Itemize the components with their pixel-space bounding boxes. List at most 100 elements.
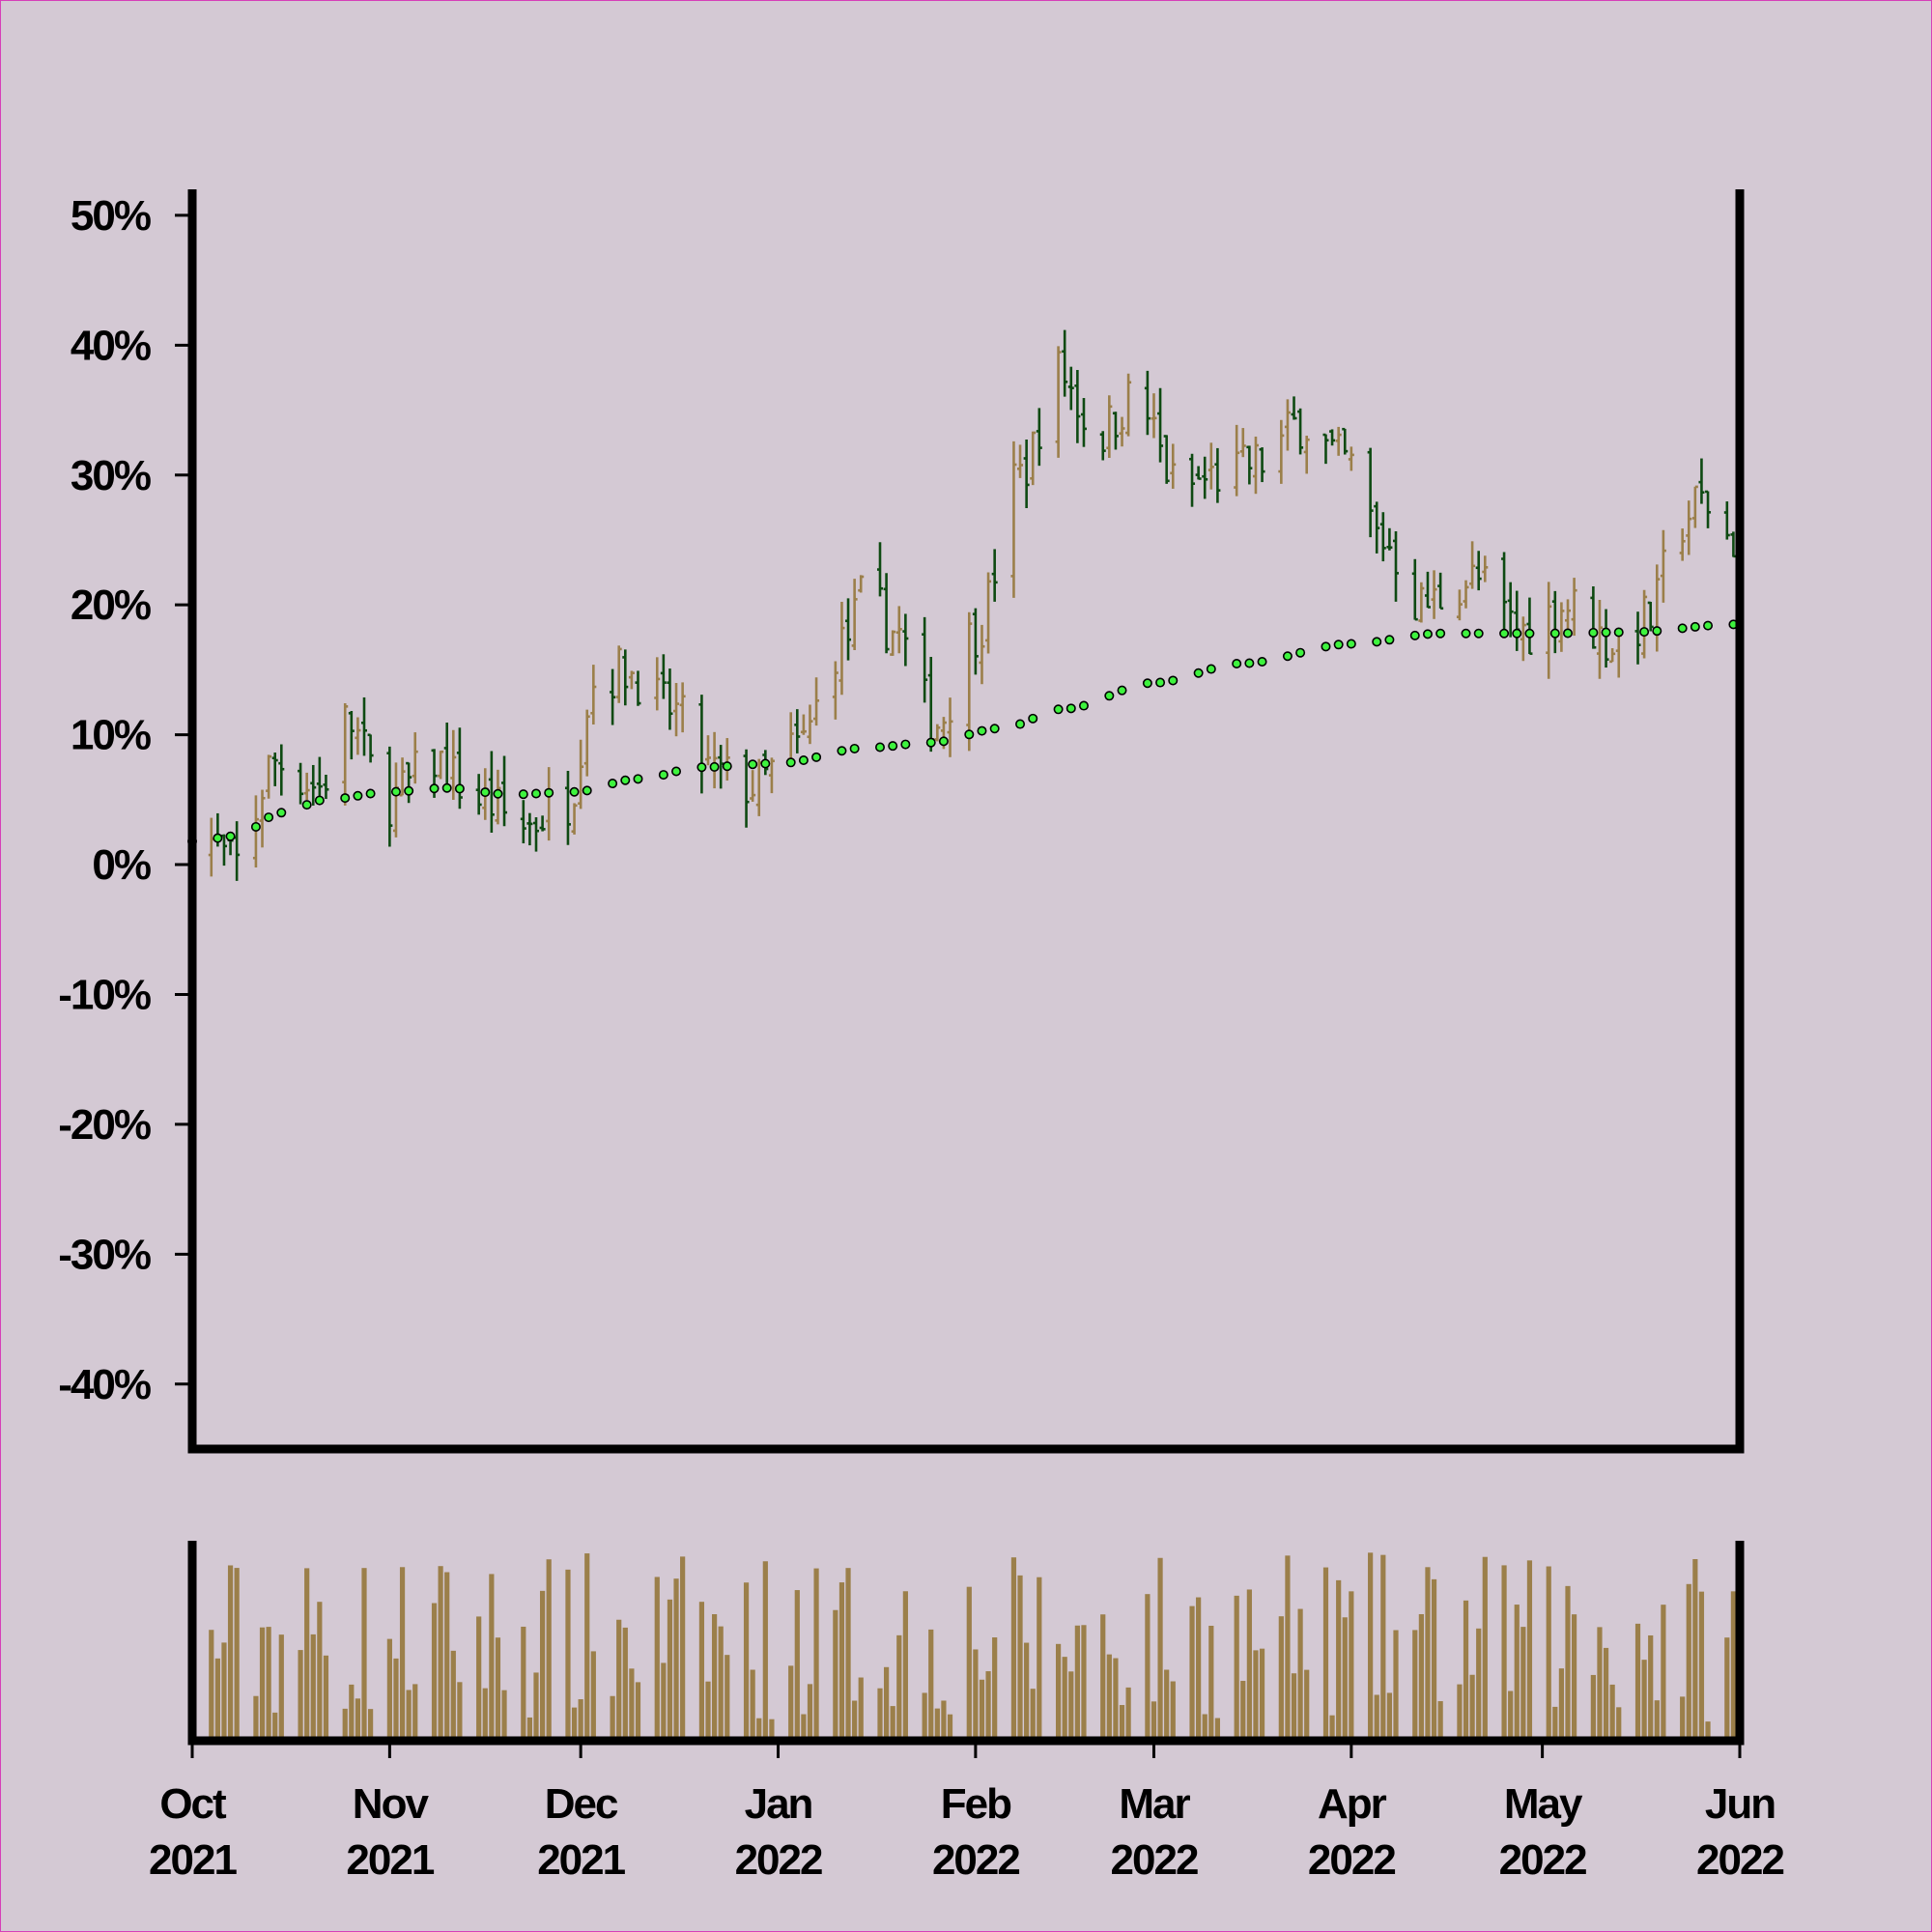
volume-bars (189, 1552, 1737, 1741)
volume-bar (1329, 1715, 1335, 1741)
ohlc-bar (1698, 458, 1705, 504)
trend-point (1155, 677, 1166, 688)
ohlc-bar (1099, 431, 1106, 461)
volume-bar (622, 1627, 628, 1741)
ohlc-bar (794, 709, 801, 753)
ohlc-bar (1342, 427, 1349, 455)
volume-bar (941, 1700, 947, 1741)
ohlc-bar (1723, 501, 1730, 540)
volume-bar (1297, 1608, 1303, 1741)
volume-bar (966, 1586, 972, 1741)
trend-point (1282, 651, 1293, 662)
trend-point (1613, 627, 1624, 638)
ohlc-bar (1546, 582, 1552, 679)
volume-bar (896, 1634, 902, 1741)
trend-point (1461, 628, 1471, 639)
volume-bar (667, 1599, 673, 1741)
trend-point (925, 737, 936, 748)
volume-bar (705, 1681, 711, 1741)
volume-bar (1571, 1614, 1577, 1741)
x-tick-year: 2021 (149, 1836, 237, 1884)
trend-point (709, 761, 720, 772)
ohlc-bar (1691, 485, 1698, 528)
ohlc-bar (1501, 552, 1508, 630)
ohlc-bar (1062, 329, 1068, 397)
ohlc-bar (342, 703, 349, 806)
ohlc-bar (1596, 600, 1603, 679)
trend-point (1053, 704, 1064, 715)
ohlc-bar (895, 606, 902, 654)
trend-point (582, 785, 592, 796)
ohlc-bar (355, 717, 361, 755)
volume-bar (355, 1698, 361, 1741)
volume-bar (234, 1568, 240, 1741)
ohlc-bar (1036, 408, 1042, 467)
x-tick-year: 2022 (1111, 1836, 1198, 1884)
volume-bar (1603, 1647, 1609, 1741)
ohlc-bar (1055, 346, 1062, 458)
ohlc-bar (399, 757, 406, 797)
ohlc-bar (979, 624, 985, 685)
ohlc-bar (546, 767, 553, 841)
trend-point (1499, 628, 1510, 639)
ohlc-bar (1507, 582, 1514, 638)
ohlc-bar (1367, 447, 1374, 538)
volume-bar (1322, 1567, 1329, 1741)
volume-bar (1074, 1625, 1080, 1741)
volume-bar (807, 1684, 813, 1741)
ohlc-bar (1023, 440, 1030, 509)
ohlc-bar (1195, 466, 1202, 480)
trend-point (1473, 628, 1484, 639)
ohlc-bar (488, 751, 495, 833)
ohlc-bar (1080, 398, 1087, 447)
volume-bar (928, 1629, 934, 1741)
volume-bar (590, 1651, 596, 1741)
trend-point (314, 795, 325, 806)
volume-bar (533, 1672, 539, 1741)
ohlc-bar (1634, 611, 1641, 665)
trend-point (722, 761, 732, 772)
ohlc-bar (271, 753, 278, 786)
ohlc-bar (845, 598, 852, 661)
x-tick-year: 2021 (537, 1836, 625, 1884)
trend-point (1435, 628, 1446, 639)
trend-point (1244, 658, 1255, 668)
trend-point (1078, 700, 1089, 711)
volume-bar (457, 1682, 463, 1741)
trend-point (900, 739, 911, 750)
ohlc-bar (1239, 428, 1246, 458)
ohlc-bar (564, 770, 571, 845)
x-axis: Oct 2021 Nov 2021 Dec 2021 Jan 2022 Feb 2022 Mar 20… (149, 1741, 1785, 1884)
ohlc-bar (1214, 447, 1221, 503)
volume-bar (1654, 1700, 1660, 1741)
trend-point (493, 788, 503, 799)
volume-bar (698, 1602, 705, 1741)
ohlc-bar (743, 749, 750, 828)
volume-bar (310, 1634, 316, 1741)
volume-bar (1055, 1643, 1062, 1741)
y-tick-label: -40% (58, 1361, 151, 1408)
volume-bar (438, 1566, 443, 1741)
ohlc-bar (578, 739, 584, 810)
ohlc-bar (1303, 436, 1310, 474)
trend-point (1409, 630, 1420, 640)
ohlc-bar (303, 772, 310, 801)
volume-bar (1253, 1650, 1259, 1741)
trend-point (1028, 713, 1038, 724)
ohlc-bar (679, 682, 686, 733)
ohlc-bar (1654, 564, 1661, 652)
trend-point (1639, 627, 1650, 638)
volume-bar (724, 1655, 730, 1741)
volume-bar (259, 1627, 266, 1741)
trend-point (1206, 664, 1216, 674)
volume-bar (253, 1695, 259, 1741)
ohlc-bar (266, 754, 272, 799)
trend-point (480, 787, 491, 798)
ohlc-bar (1017, 444, 1024, 478)
ohlc-bar (1170, 443, 1177, 489)
volume-bar (1634, 1623, 1641, 1741)
trend-point (1677, 623, 1688, 634)
ohlc-bar (832, 661, 838, 720)
ohlc-bar (392, 762, 399, 838)
ohlc-bar (361, 696, 367, 756)
